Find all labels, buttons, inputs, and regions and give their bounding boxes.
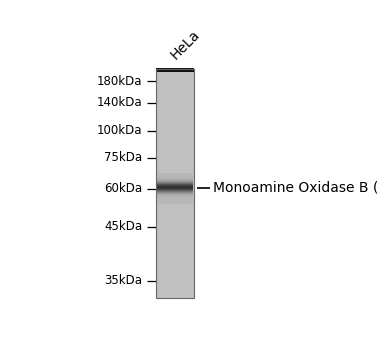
Bar xyxy=(156,68,194,72)
Bar xyxy=(156,175,194,176)
Bar xyxy=(156,175,194,176)
Bar xyxy=(156,180,194,181)
Text: Monoamine Oxidase B (MAOB): Monoamine Oxidase B (MAOB) xyxy=(213,181,378,195)
Text: 45kDa: 45kDa xyxy=(104,220,143,233)
Bar xyxy=(156,179,194,180)
Text: 140kDa: 140kDa xyxy=(97,96,143,109)
Bar xyxy=(156,190,194,191)
Bar xyxy=(156,182,194,183)
Text: 100kDa: 100kDa xyxy=(97,125,143,138)
Bar xyxy=(156,184,194,185)
Bar xyxy=(156,185,194,186)
Bar xyxy=(156,190,194,191)
Bar xyxy=(156,197,194,198)
Bar xyxy=(156,189,194,190)
Bar xyxy=(156,179,194,180)
Bar xyxy=(156,191,194,192)
Bar xyxy=(156,197,194,198)
Bar xyxy=(156,193,194,194)
Bar xyxy=(156,196,194,197)
Bar xyxy=(156,203,194,204)
Bar xyxy=(156,186,194,187)
Bar xyxy=(156,187,194,188)
Bar xyxy=(156,199,194,200)
Bar xyxy=(156,178,194,179)
Bar xyxy=(156,176,194,177)
Bar xyxy=(156,69,194,298)
Bar xyxy=(156,200,194,201)
Bar xyxy=(156,191,194,192)
Bar xyxy=(156,181,194,182)
Bar xyxy=(156,173,194,174)
Text: 60kDa: 60kDa xyxy=(104,182,143,195)
Bar xyxy=(156,174,194,175)
Text: HeLa: HeLa xyxy=(168,27,203,62)
Bar xyxy=(156,199,194,200)
Bar xyxy=(156,188,194,189)
Bar xyxy=(156,182,194,183)
Bar xyxy=(156,189,194,190)
Bar xyxy=(156,201,194,202)
Bar xyxy=(156,198,194,199)
Text: 180kDa: 180kDa xyxy=(97,75,143,88)
Bar xyxy=(156,194,194,195)
Bar xyxy=(156,181,194,182)
Bar xyxy=(156,186,194,187)
Bar xyxy=(156,180,194,181)
Bar xyxy=(156,174,194,175)
Bar xyxy=(156,195,194,196)
Text: 35kDa: 35kDa xyxy=(104,274,143,287)
Bar xyxy=(156,177,194,178)
Bar xyxy=(156,188,194,189)
Bar xyxy=(156,183,194,184)
Bar xyxy=(156,183,194,184)
Text: 75kDa: 75kDa xyxy=(104,152,143,164)
Bar xyxy=(156,195,194,196)
Bar xyxy=(156,202,194,203)
Bar xyxy=(156,194,194,195)
Bar xyxy=(156,202,194,203)
Bar xyxy=(156,196,194,197)
Bar xyxy=(156,187,194,188)
Bar xyxy=(156,198,194,199)
Bar xyxy=(156,69,194,298)
